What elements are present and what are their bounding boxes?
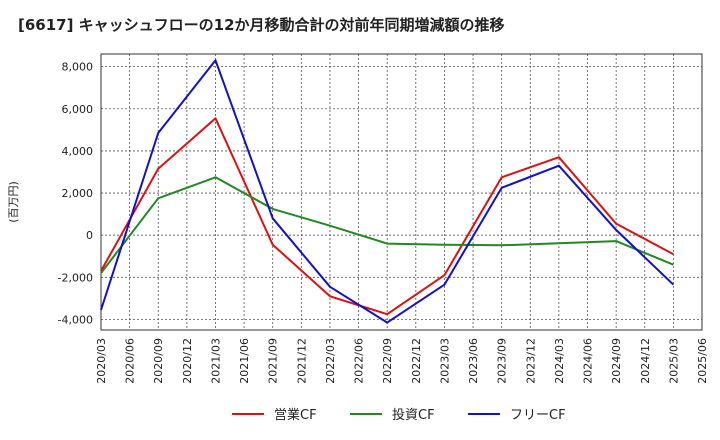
x-tick-label: 2024/06 xyxy=(582,338,595,384)
x-tick-label: 2023/06 xyxy=(467,338,480,384)
grid-lines xyxy=(100,54,703,330)
y-tick-label: 8,000 xyxy=(62,61,94,74)
x-tick-label: 2021/09 xyxy=(267,338,280,384)
plot-frame xyxy=(100,53,703,331)
legend: 営業CF 投資CF フリーCF xyxy=(232,407,566,423)
y-axis: -4,000 -2,000 0 2,000 4,000 6,000 8,000 xyxy=(58,61,93,327)
x-tick-label: 2020/03 xyxy=(95,338,108,384)
x-axis: 2020/03 2020/06 2020/09 2020/12 2021/03 2021/… xyxy=(95,338,709,384)
x-tick-label: 2021/06 xyxy=(238,338,251,384)
y-tick-label: -4,000 xyxy=(58,313,93,326)
x-tick-label: 2020/12 xyxy=(181,338,194,384)
x-tick-label: 2023/12 xyxy=(524,338,537,384)
x-tick-label: 2020/09 xyxy=(152,338,165,384)
y-axis-label: (百万円) xyxy=(7,181,20,223)
x-tick-label: 2024/09 xyxy=(610,338,623,384)
x-tick-label: 2022/09 xyxy=(381,338,394,384)
axes xyxy=(100,53,703,331)
x-tick-label: 2024/03 xyxy=(553,338,566,384)
legend-label: フリーCF xyxy=(510,408,566,423)
legend-label: 営業CF xyxy=(274,407,317,423)
x-tick-label: 2023/03 xyxy=(438,338,451,384)
y-tick-label: -2,000 xyxy=(58,271,93,284)
x-tick-label: 2021/03 xyxy=(209,338,222,384)
x-tick-label: 2023/09 xyxy=(496,338,509,384)
series-line-フリーCF xyxy=(100,59,675,324)
x-tick-label: 2022/06 xyxy=(353,338,366,384)
legend-label: 投資CF xyxy=(392,407,435,423)
series-line-投資CF xyxy=(100,176,674,274)
x-tick-label: 2020/06 xyxy=(124,338,137,384)
x-tick-label: 2025/03 xyxy=(667,338,680,384)
y-tick-label: 6,000 xyxy=(62,103,94,116)
series-lines xyxy=(100,59,675,324)
x-tick-label: 2021/12 xyxy=(295,338,308,384)
y-tick-label: 4,000 xyxy=(62,145,94,158)
y-tick-label: 2,000 xyxy=(62,187,94,200)
chart-title: [6617] キャッシュフローの12か月移動合計の対前年同期増減額の推移 xyxy=(18,16,505,34)
y-tick-label: 0 xyxy=(86,229,93,242)
x-tick-label: 2024/12 xyxy=(639,338,652,384)
series-line-営業CF xyxy=(100,117,674,316)
x-tick-label: 2022/12 xyxy=(410,338,423,384)
x-tick-label: 2025/06 xyxy=(696,338,709,384)
x-tick-label: 2022/03 xyxy=(324,338,337,384)
